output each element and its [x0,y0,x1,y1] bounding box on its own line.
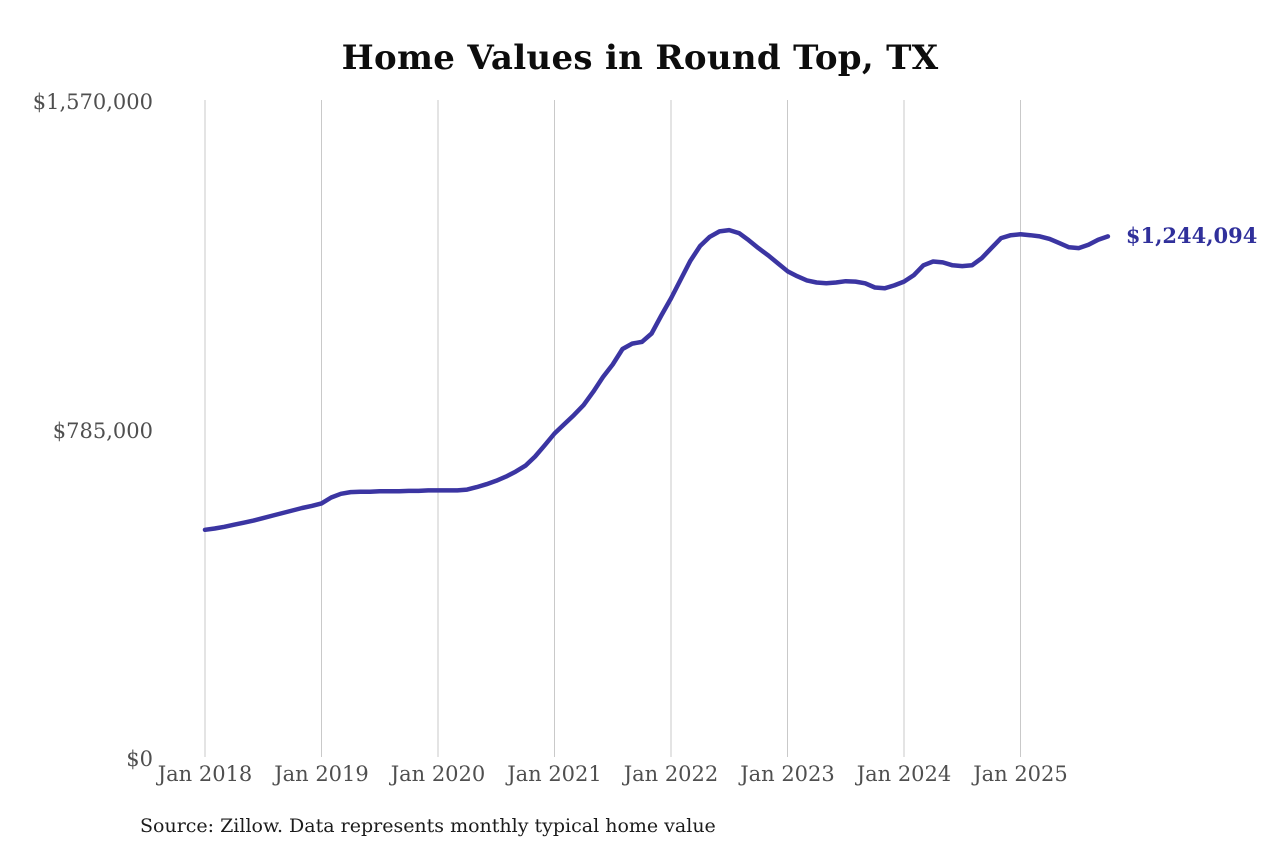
x-axis-tick-label: Jan 2024 [856,762,952,786]
x-axis-tick-label: Jan 2023 [740,762,835,786]
x-axis-tick-label: Jan 2018 [157,762,253,786]
chart-title: Home Values in Round Top, TX [341,38,939,78]
y-axis-tick-label: $1,570,000 [32,90,153,114]
latest-value-label: $1,244,094 [1125,223,1258,249]
x-axis-tick-label: Jan 2019 [274,762,369,786]
x-axis-tick-label: Jan 2022 [623,762,719,786]
y-axis-tick-label: $785,000 [52,418,153,443]
source-note: Source: Zillow. Data represents monthly … [140,815,716,837]
x-axis-tick-label: Jan 2025 [973,762,1068,786]
gridlines [204,100,1021,757]
y-axis-tick-label: $0 [126,747,153,771]
x-axis-tick-label: Jan 2020 [390,762,486,786]
home-value-line [202,227,1111,533]
x-axis-tick-label: Jan 2021 [507,762,602,786]
